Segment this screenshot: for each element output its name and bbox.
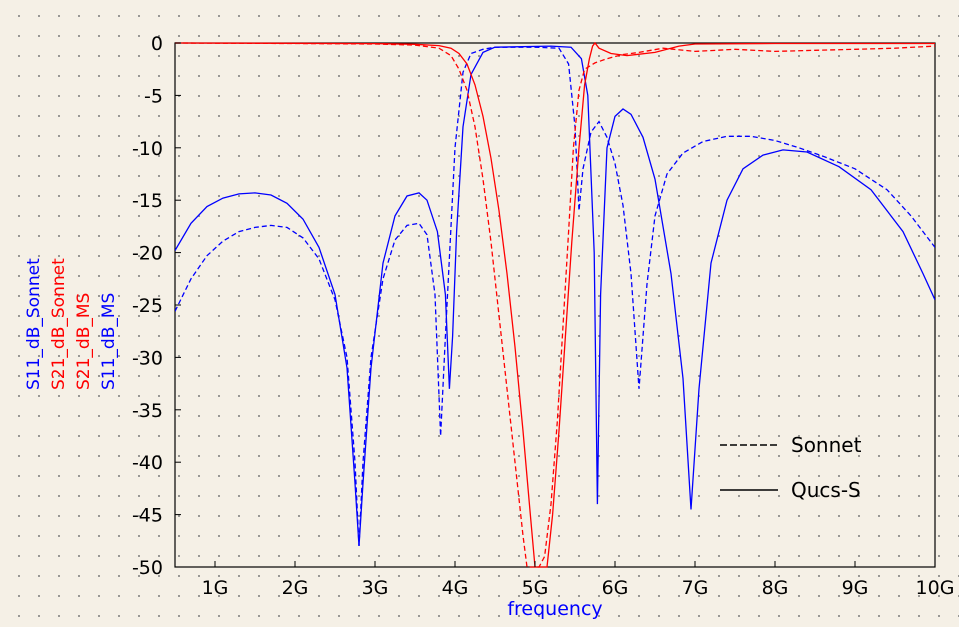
y-tick-label: -50 xyxy=(132,557,163,579)
x-tick-label: 8G xyxy=(762,577,789,599)
y-tick-label: -5 xyxy=(144,85,163,107)
legend-label: Sonnet xyxy=(791,433,862,457)
y-axis-title: S21_dB_Sonnet xyxy=(49,258,69,390)
x-tick-label: 3G xyxy=(362,577,389,599)
y-tick-label: -30 xyxy=(132,347,163,369)
series-line-S21_dB_Sonnet xyxy=(175,42,935,568)
x-axis-title: frequency xyxy=(507,598,603,620)
series-line-S11_dB_Sonnet xyxy=(175,46,935,547)
y-tick-label: -45 xyxy=(132,505,163,527)
y-axis-title: S21_dB_MS xyxy=(74,292,94,390)
y-tick-label: -20 xyxy=(132,243,163,265)
y-tick-label: -40 xyxy=(132,452,163,474)
x-tick-label: 4G xyxy=(442,577,469,599)
y-tick-label: -35 xyxy=(132,400,163,422)
y-tick-label: -10 xyxy=(132,138,163,160)
legend-label: Qucs-S xyxy=(791,478,861,502)
y-axis-title: S11_dB_MS xyxy=(99,292,119,390)
y-axis-title-group: S11_dB_Sonnet S21_dB_Sonnet S21_dB_MS S1… xyxy=(6,150,126,450)
y-tick-label: -15 xyxy=(132,190,163,212)
x-tick-label: 5G xyxy=(522,577,549,599)
x-tick-label: 1G xyxy=(202,577,229,599)
y-tick-label: -25 xyxy=(132,295,163,317)
y-tick-label: 0 xyxy=(151,33,163,55)
x-tick-label: 9G xyxy=(842,577,869,599)
x-tick-label: 10G xyxy=(916,577,955,599)
x-tick-label: 7G xyxy=(682,577,709,599)
legend: Sonnet Qucs-S xyxy=(720,433,862,502)
series-line-S21_dB_MS xyxy=(175,41,935,568)
x-tick-label: 6G xyxy=(602,577,629,599)
x-tick-label: 2G xyxy=(282,577,309,599)
series-line-S11_dB_MS xyxy=(175,45,935,547)
y-axis-title: S11_dB_Sonnet xyxy=(24,258,44,390)
